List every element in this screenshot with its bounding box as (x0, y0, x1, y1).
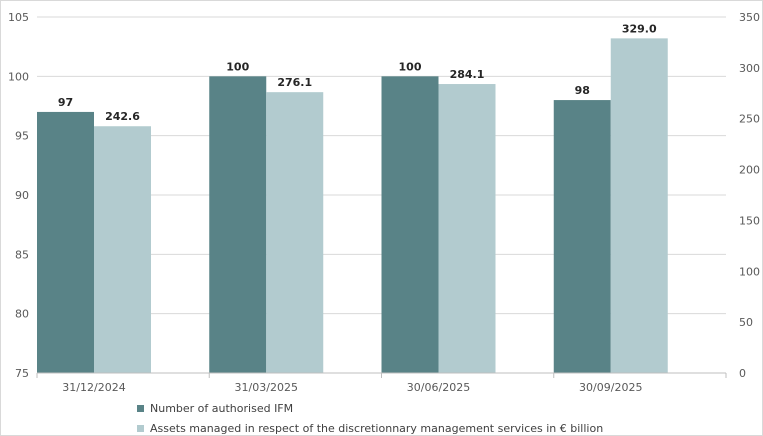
legend-label-ifm: Number of authorised IFM (150, 401, 294, 415)
data-label-ifm: 100 (399, 60, 422, 73)
y-left-tick-label: 90 (15, 189, 29, 202)
y-right-tick-label: 50 (739, 316, 753, 329)
data-label-assets: 284.1 (450, 68, 485, 81)
bar-ifm (553, 100, 611, 374)
data-labels: 97 242.6 100 276.1 100 284.1 98 329.0 (58, 22, 657, 123)
legend-item-assets: Assets managed in respect of the discret… (137, 418, 603, 436)
data-label-assets: 276.1 (277, 76, 312, 89)
legend-label-assets: Assets managed in respect of the discret… (150, 421, 604, 435)
y-left-tick-label: 95 (15, 130, 29, 143)
data-label-ifm: 97 (58, 96, 73, 109)
y-left-tick-label: 100 (8, 70, 29, 83)
y-left-tick-label: 80 (15, 308, 29, 321)
bar-ifm (381, 76, 439, 373)
x-tick-label: 31/12/2024 (62, 381, 125, 394)
data-label-ifm: 100 (226, 60, 249, 73)
y-right-tick-label: 350 (739, 11, 760, 24)
bar-assets (610, 38, 668, 374)
y-left-tick-label: 105 (8, 11, 29, 24)
y-left-tick-label: 85 (15, 248, 29, 261)
bars (37, 38, 668, 374)
legend: Number of authorised IFM Assets managed … (137, 398, 603, 436)
y-right-tick-label: 250 (739, 113, 760, 126)
legend-swatch-ifm (137, 404, 144, 412)
legend-item-ifm: Number of authorised IFM (137, 398, 603, 418)
y-right-tick-label: 0 (739, 367, 746, 380)
y-right-tick-label: 300 (739, 62, 760, 75)
x-tick-label: 31/03/2025 (235, 381, 298, 394)
legend-swatch-assets (137, 424, 144, 432)
x-tick-label: 30/06/2025 (407, 381, 470, 394)
y-right-tick-label: 100 (739, 265, 760, 278)
bar-ifm (37, 111, 94, 373)
bar-assets (94, 126, 151, 373)
y-left-tick-label: 75 (15, 367, 29, 380)
bar-ifm (209, 76, 267, 373)
bar-assets (266, 92, 324, 373)
data-label-assets: 329.0 (622, 22, 657, 35)
x-tick-label: 30/09/2025 (579, 381, 642, 394)
y-right-tick-label: 200 (739, 164, 760, 177)
axes: 75 80 85 90 95 100 105 0 50 100 150 200 250 300 350 31/… (8, 11, 760, 394)
data-label-ifm: 98 (575, 84, 590, 97)
y-right-tick-label: 150 (739, 214, 760, 227)
data-label-assets: 242.6 (105, 110, 140, 123)
bar-assets (438, 84, 496, 373)
